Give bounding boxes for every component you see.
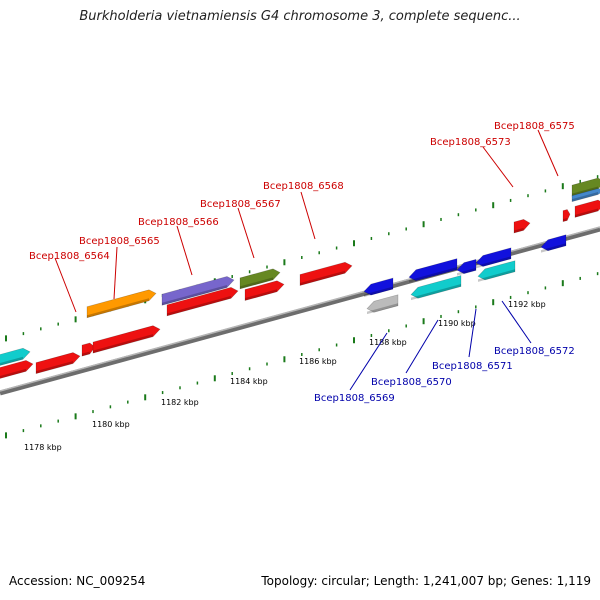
scale-label-1188: 1188 kbp [369, 338, 407, 347]
gene-forward[interactable] [571, 177, 600, 197]
scale-labels: 1178 kbp 1180 kbp 1182 kbp 1184 kbp 1186… [24, 300, 546, 452]
gene-shading [0, 368, 26, 379]
gene-label-6566[interactable]: Bcep1808_6566 [138, 217, 219, 228]
scale-label-1182: 1182 kbp [161, 398, 199, 407]
gene-forward-6575[interactable] [562, 209, 571, 223]
genome-summary-text: Topology: circular; Length: 1,241,007 bp… [261, 574, 591, 588]
scale-label-1186: 1186 kbp [299, 357, 337, 366]
gene-shading [478, 269, 515, 282]
gene-forward[interactable] [574, 199, 600, 218]
gene-forward[interactable] [571, 188, 600, 203]
gene-reverse-6570[interactable] [410, 275, 462, 299]
gene-shading [541, 243, 566, 253]
gene-shading [162, 284, 227, 306]
gene-features [0, 177, 600, 379]
gene-label-6573[interactable]: Bcep1808_6573 [430, 137, 511, 148]
gene-shading [364, 286, 393, 298]
gene-label-6569[interactable]: Bcep1808_6569 [314, 393, 395, 404]
gene-forward[interactable] [0, 360, 34, 379]
gene-forward-6573[interactable] [513, 219, 531, 234]
gene-forward[interactable] [35, 352, 81, 375]
gene-shading [575, 208, 598, 218]
gene-shading [411, 283, 461, 301]
gene-shading [367, 303, 398, 315]
gene-forward-6567[interactable] [244, 280, 285, 301]
scale-label-1192: 1192 kbp [508, 300, 546, 309]
gene-label-6567[interactable]: Bcep1808_6567 [200, 199, 281, 210]
gene-label-6572[interactable]: Bcep1808_6572 [494, 346, 575, 357]
gene-reverse[interactable] [475, 247, 512, 267]
gene-forward[interactable] [0, 347, 31, 367]
gene-reverse[interactable] [408, 258, 458, 282]
map-title: Burkholderia vietnamiensis G4 chromosome… [79, 9, 521, 24]
gene-shading [240, 277, 273, 289]
gene-shading [87, 298, 149, 318]
scale-label-1180: 1180 kbp [92, 420, 130, 429]
gene-reverse[interactable] [456, 259, 477, 274]
gene-shading [245, 289, 277, 301]
scale-label-1184: 1184 kbp [230, 377, 268, 386]
gene-reverse-6571[interactable] [477, 260, 516, 281]
gene-forward-6566[interactable] [166, 287, 239, 317]
scale-label-1178: 1178 kbp [24, 443, 62, 452]
gene-reverse[interactable] [363, 277, 394, 296]
gene-label-6568[interactable]: Bcep1808_6568 [263, 181, 344, 192]
scale-label-1190: 1190 kbp [438, 319, 476, 328]
gene-forward[interactable] [239, 268, 281, 290]
gene-shading [457, 267, 476, 276]
reverse-gene-labels: Bcep1808_6569 Bcep1808_6570 Bcep1808_657… [314, 300, 575, 404]
gene-forward-6565[interactable] [86, 289, 157, 319]
gene-forward[interactable] [92, 325, 161, 354]
gene-shading [93, 334, 153, 354]
gene-shading [409, 267, 457, 283]
gene-label-6564[interactable]: Bcep1808_6564 [29, 251, 110, 262]
gene-reverse[interactable] [540, 234, 567, 252]
gene-forward[interactable] [81, 342, 96, 357]
gene-shading [167, 295, 231, 316]
gene-forward-6568[interactable] [299, 261, 353, 286]
gene-shading [572, 186, 598, 197]
gene-shading [476, 256, 511, 269]
accession-text: Accession: NC_009254 [9, 574, 146, 588]
gene-forward[interactable] [161, 276, 235, 306]
gene-reverse[interactable] [366, 294, 399, 313]
gene-shading [300, 270, 345, 286]
forward-gene-labels: Bcep1808_6564 Bcep1808_6565 Bcep1808_656… [29, 121, 575, 313]
gene-shading [0, 356, 23, 366]
gene-shading [514, 227, 524, 234]
gene-shading [572, 192, 598, 202]
gene-shading [82, 351, 90, 357]
gene-shading [36, 361, 73, 374]
gene-shading [563, 217, 568, 222]
gene-label-6575[interactable]: Bcep1808_6575 [494, 121, 575, 132]
gene-label-6565[interactable]: Bcep1808_6565 [79, 236, 160, 247]
gene-label-6571[interactable]: Bcep1808_6571 [432, 361, 513, 372]
gene-label-6570[interactable]: Bcep1808_6570 [371, 377, 452, 388]
